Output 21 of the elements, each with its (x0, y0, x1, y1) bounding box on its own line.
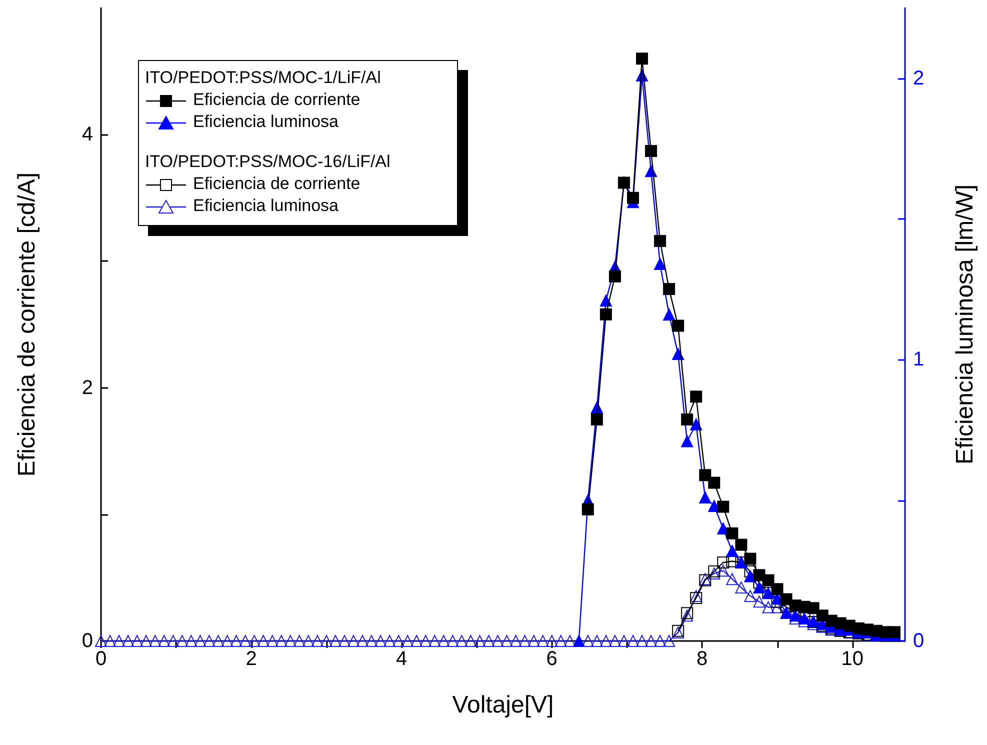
x-tick-label: 0 (95, 648, 107, 670)
legend-label: Eficiencia de corriente (192, 89, 362, 111)
y2-axis-title: Eficiencia luminosa [lm/W] (952, 184, 978, 465)
y-tick-label: 4 (82, 124, 93, 146)
y2-tick-label: 1 (913, 348, 924, 371)
annotation: ITO/PEDOT:PSS/MOC-1/LiF/Al (145, 67, 382, 89)
x-tick-label: 4 (396, 648, 408, 670)
x-tick-label: 2 (246, 648, 257, 670)
legend-label: Eficiencia luminosa (192, 111, 340, 133)
annotation: ITO/PEDOT:PSS/MOC-16/LiF/Al (145, 151, 392, 173)
y-tick-label: 2 (82, 376, 93, 399)
y-axis-title: Eficiencia de corriente [cd/A] (14, 172, 40, 477)
x-axis-title: Voltaje[V] (452, 692, 554, 718)
y-tick-label: 0 (82, 630, 93, 652)
y2-tick-label: 0 (913, 630, 924, 652)
x-tick-label: 8 (696, 648, 708, 670)
x-tick-label: 6 (546, 648, 558, 670)
x-tick-label: 10 (841, 648, 864, 670)
legend-label: Eficiencia luminosa (192, 195, 340, 217)
y2-tick-label: 2 (913, 67, 924, 90)
legend-label: Eficiencia de corriente (192, 173, 362, 195)
